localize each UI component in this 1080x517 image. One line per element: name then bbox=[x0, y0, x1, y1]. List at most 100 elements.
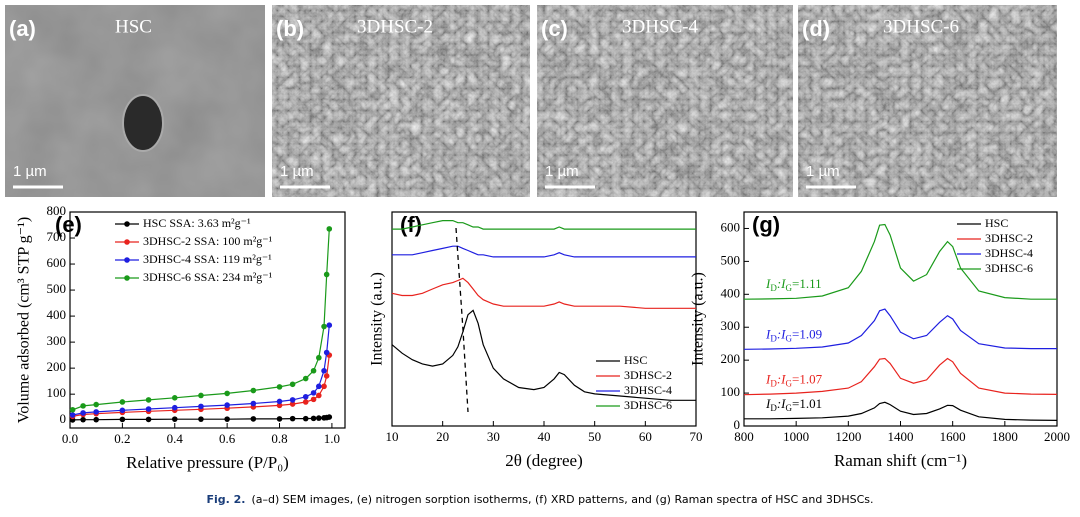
y-tick-label: 200 bbox=[47, 359, 67, 374]
data-point bbox=[69, 406, 76, 413]
caption-lead: Fig. 2. bbox=[206, 493, 245, 506]
y-tick-label: 600 bbox=[721, 219, 741, 234]
y-tick-label: 500 bbox=[47, 281, 67, 296]
y-tick-label: 600 bbox=[47, 255, 67, 270]
x-tick-label: 50 bbox=[588, 429, 601, 444]
data-point bbox=[326, 414, 333, 420]
series-line bbox=[392, 220, 696, 230]
chart: 800 1000 1200 1400 1600 1800 2000 0 100 200 300 400… bbox=[690, 211, 1070, 470]
ratio-part: D bbox=[770, 379, 777, 389]
y-tick-label: 700 bbox=[47, 229, 67, 244]
ratio-part: I bbox=[765, 326, 771, 341]
data-point bbox=[310, 415, 317, 422]
data-point bbox=[198, 403, 204, 410]
data-point bbox=[289, 381, 296, 388]
y-tick-label: 100 bbox=[47, 385, 67, 400]
sem-texture bbox=[798, 5, 1057, 197]
x-tick-label: 1400 bbox=[888, 429, 914, 444]
data-point bbox=[316, 354, 322, 361]
sem-texture bbox=[537, 5, 793, 197]
series-line bbox=[743, 357, 1058, 396]
sample-name: HSC bbox=[115, 16, 152, 37]
sem-texture bbox=[272, 5, 530, 197]
data-point bbox=[310, 390, 317, 396]
data-point bbox=[276, 402, 283, 409]
ratio-part: :I bbox=[777, 396, 786, 411]
legend-label: 3DHSC-4 bbox=[624, 383, 672, 397]
ratio-part: G bbox=[786, 403, 793, 413]
data-point bbox=[80, 403, 86, 409]
y-tick-label: 400 bbox=[47, 307, 67, 322]
data-point bbox=[119, 407, 126, 414]
y-tick-label: 0 bbox=[60, 411, 67, 426]
legend-label: 3DHSC-4 SSA: 119 m²g⁻¹ bbox=[143, 252, 272, 266]
x-tick-label: 1200 bbox=[835, 429, 861, 444]
legend-marker bbox=[124, 257, 130, 263]
ratio-part: G bbox=[786, 283, 793, 293]
data-point bbox=[326, 226, 333, 232]
data-point bbox=[316, 383, 322, 390]
data-point bbox=[119, 416, 126, 423]
data-point bbox=[321, 383, 327, 390]
ratio-label: ID:IG=1.01 bbox=[765, 396, 822, 413]
panel-label: (a) bbox=[9, 16, 36, 41]
ratio-part: I bbox=[765, 276, 771, 291]
data-point bbox=[224, 416, 230, 422]
x-tick-label: 10 bbox=[386, 429, 399, 444]
panel-label: (g) bbox=[752, 212, 780, 237]
legend-marker bbox=[124, 221, 130, 227]
x-tick-label: 0.0 bbox=[62, 431, 78, 446]
x-tick-label: 2000 bbox=[1044, 429, 1070, 444]
ratio-part: =1.09 bbox=[792, 326, 822, 341]
series-line bbox=[744, 401, 1058, 421]
x-tick-label: 70 bbox=[690, 429, 703, 444]
panel-label: (c) bbox=[541, 16, 568, 41]
data-point bbox=[276, 384, 283, 390]
ratio-part: G bbox=[786, 379, 793, 389]
y-tick-label: 100 bbox=[721, 384, 741, 399]
legend-label: 3DHSC-4 bbox=[985, 246, 1033, 260]
y-tick-label: 300 bbox=[47, 333, 67, 348]
series-line bbox=[743, 223, 1057, 300]
series-line bbox=[743, 308, 1057, 350]
plot-frame bbox=[69, 211, 346, 429]
data-point bbox=[302, 415, 309, 422]
y-tick-label: 0 bbox=[734, 417, 741, 432]
x-tick-label: 20 bbox=[436, 429, 449, 444]
data-point bbox=[321, 367, 327, 374]
data-point bbox=[302, 399, 309, 405]
x-tick-label: 1.0 bbox=[324, 431, 340, 446]
panel-label: (d) bbox=[802, 16, 830, 41]
ratio-part: I bbox=[765, 372, 771, 387]
legend-marker bbox=[124, 239, 130, 245]
data-point bbox=[323, 373, 330, 379]
ratio-part: D bbox=[770, 283, 777, 293]
ratio-label: ID:IG=1.09 bbox=[765, 326, 822, 343]
x-tick-label: 0.4 bbox=[167, 431, 184, 446]
data-point bbox=[276, 416, 283, 422]
sem-images: (a) HSC 1 µm (b) 3DHSC-2 1 µm (c) 3DHSC-4 1 µm (d… bbox=[5, 5, 1057, 197]
data-point bbox=[119, 399, 126, 405]
data-point bbox=[224, 390, 230, 397]
ratio-part: I bbox=[765, 396, 771, 411]
data-point bbox=[321, 323, 327, 330]
ratio-part: =1.01 bbox=[792, 396, 822, 411]
ratio-part: :I bbox=[777, 326, 786, 341]
legend-label: 3DHSC-2 bbox=[985, 231, 1033, 245]
data-point bbox=[316, 415, 322, 421]
series-line bbox=[391, 277, 696, 309]
y-axis-label: Intensity (a.u.) bbox=[369, 272, 386, 366]
x-tick-label: 30 bbox=[487, 429, 500, 444]
data-point bbox=[250, 400, 257, 407]
data-point bbox=[93, 409, 99, 415]
ratio-label: ID:IG=1.07 bbox=[765, 372, 823, 389]
y-tick-label: 500 bbox=[721, 252, 741, 267]
legend-marker bbox=[124, 275, 130, 281]
x-axis-label: Relative pressure (P/P₀) bbox=[126, 453, 289, 472]
data-point bbox=[276, 398, 283, 405]
legend-label: 3DHSC-6 bbox=[624, 398, 672, 412]
x-tick-label: 60 bbox=[639, 429, 652, 444]
y-tick-label: 800 bbox=[47, 203, 67, 218]
panel-label: (e) bbox=[55, 212, 82, 237]
